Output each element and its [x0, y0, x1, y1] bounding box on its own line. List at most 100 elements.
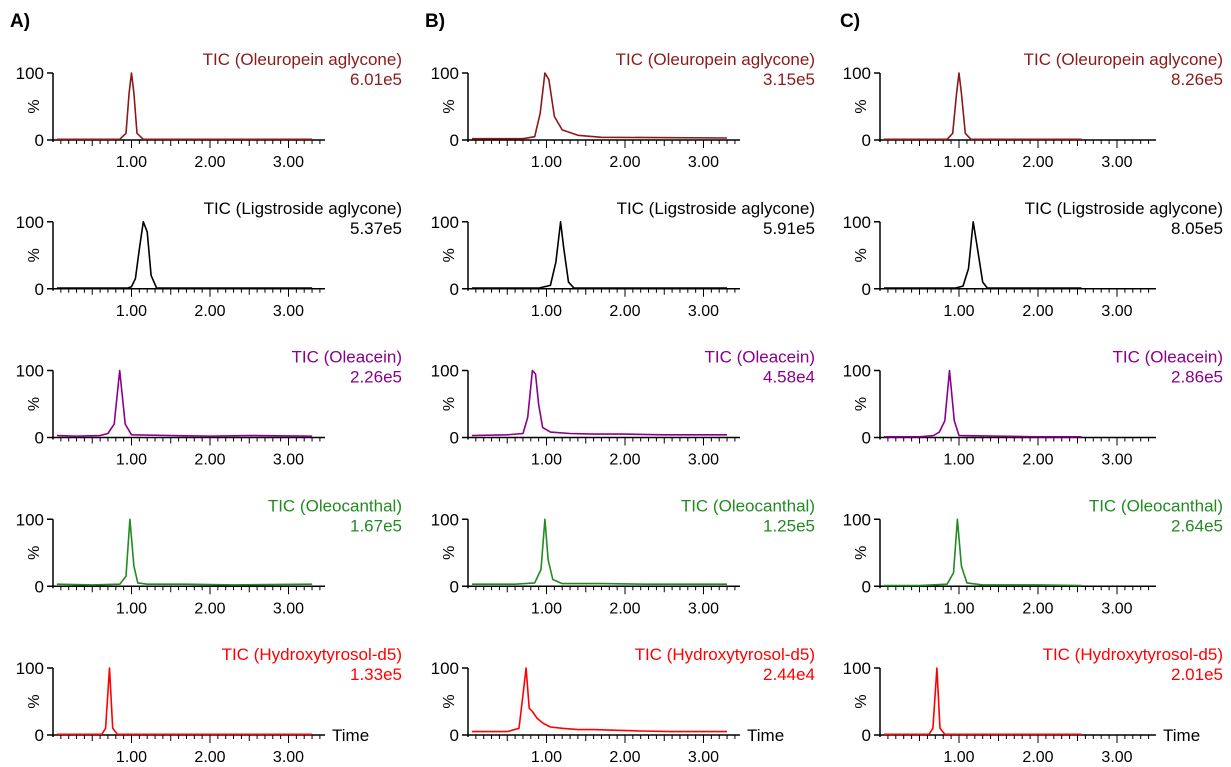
y-tick-label: 100 — [431, 64, 459, 83]
chromatogram-trace-line — [471, 518, 727, 585]
trace-intensity-scale: 2.86e5 — [1171, 368, 1223, 387]
x-tick-label: 1.00 — [531, 749, 562, 766]
y-tick-label: 0 — [450, 726, 459, 745]
x-tick-label: 2.00 — [1022, 600, 1053, 617]
trace-intensity-scale: 8.26e5 — [1171, 70, 1223, 89]
panel-label: B) — [425, 11, 445, 32]
y-axis-label: % — [26, 99, 43, 113]
trace-plot: TIC (Ligstroside aglycone)8.05e5 100 0% 1.0… — [843, 199, 1223, 320]
y-tick-label: 100 — [16, 362, 44, 381]
trace-plot: TIC (Oleuropein aglycone)3.15e5 100 0% 1.00… — [431, 50, 815, 171]
x-tick-label: 1.00 — [531, 600, 562, 617]
y-tick-label: 0 — [35, 577, 44, 596]
y-tick-label: 0 — [35, 280, 44, 299]
x-axis-label: Time — [1163, 726, 1200, 745]
x-tick-label: 1.00 — [531, 452, 562, 469]
x-tick-label: 3.00 — [688, 600, 719, 617]
trace-title: TIC (Hydroxytyrosol-d5) — [1043, 645, 1223, 664]
trace-title: TIC (Hydroxytyrosol-d5) — [222, 645, 402, 664]
x-tick-label: 3.00 — [1101, 600, 1132, 617]
y-tick-label: 0 — [862, 280, 871, 299]
x-tick-label: 1.00 — [531, 154, 562, 171]
trace-plot: TIC (Oleocanthal)1.25e5 100 0% 1.00 2.00 3.00 — [431, 496, 815, 617]
y-tick-label: 0 — [450, 429, 459, 448]
trace-intensity-scale: 5.91e5 — [763, 219, 815, 238]
x-tick-label: 1.00 — [943, 600, 974, 617]
y-tick-label: 0 — [862, 577, 871, 596]
trace-title: TIC (Oleacein) — [1112, 348, 1223, 367]
x-tick-label: 1.00 — [943, 303, 974, 320]
trace-title: TIC (Oleocanthal) — [681, 496, 815, 515]
x-tick-label: 2.00 — [194, 600, 225, 617]
y-tick-label: 100 — [431, 362, 459, 381]
y-tick-label: 0 — [862, 726, 871, 745]
x-tick-label: 1.00 — [943, 452, 974, 469]
trace-title: TIC (Oleocanthal) — [268, 496, 402, 515]
trace-title: TIC (Oleacein) — [291, 348, 402, 367]
x-tick-label: 2.00 — [194, 749, 225, 766]
x-tick-label: 3.00 — [688, 452, 719, 469]
y-axis-label: % — [853, 546, 870, 560]
trace-intensity-scale: 5.37e5 — [350, 219, 402, 238]
trace-intensity-scale: 3.15e5 — [763, 70, 815, 89]
y-axis-label: % — [441, 99, 458, 113]
chromatogram-trace-line — [56, 369, 313, 437]
y-axis-label: % — [26, 546, 43, 560]
chromatogram-trace-line — [56, 667, 313, 736]
x-axis-label: Time — [747, 726, 784, 745]
trace-intensity-scale: 1.25e5 — [763, 516, 815, 535]
y-axis-label: % — [853, 248, 870, 262]
y-axis-label: % — [441, 248, 458, 262]
x-tick-label: 2.00 — [1022, 154, 1053, 171]
y-axis-label: % — [853, 99, 870, 113]
x-tick-label: 3.00 — [688, 154, 719, 171]
trace-plot: TIC (Hydroxytyrosol-d5)1.33e5 100 0% 1.00 2.… — [16, 645, 402, 766]
panel-label: C) — [840, 11, 860, 32]
trace-plot: TIC (Oleacein)4.58e4 100 0% 1.00 2.00 3.00 — [431, 348, 815, 469]
x-tick-label: 2.00 — [194, 154, 225, 171]
x-tick-label: 2.00 — [1022, 749, 1053, 766]
chromatogram-trace-line — [884, 518, 1082, 587]
y-tick-label: 0 — [862, 131, 871, 150]
x-tick-label: 1.00 — [943, 749, 974, 766]
chromatogram-trace-line — [56, 72, 313, 141]
y-tick-label: 100 — [431, 510, 459, 529]
x-tick-label: 2.00 — [1022, 452, 1053, 469]
trace-title: TIC (Oleocanthal) — [1089, 496, 1223, 515]
y-tick-label: 100 — [843, 659, 871, 678]
y-tick-label: 100 — [16, 64, 44, 83]
trace-plot: TIC (Oleocanthal)1.67e5 100 0% 1.00 2.00 3.00 — [16, 496, 402, 617]
x-tick-label: 3.00 — [1101, 452, 1132, 469]
trace-plot: TIC (Ligstroside aglycone)5.91e5 100 0% 1.0… — [431, 199, 815, 320]
chromatogram-trace-line — [471, 72, 728, 140]
x-tick-label: 2.00 — [194, 303, 225, 320]
panel-1: B) TIC (Oleuropein aglycone)3.15e5 100 0% 1.… — [425, 11, 815, 766]
trace-intensity-scale: 2.26e5 — [350, 368, 402, 387]
chromatogram-trace-line — [884, 221, 1082, 289]
trace-plot: TIC (Oleuropein aglycone)6.01e5 100 0% 1.00… — [16, 50, 402, 171]
trace-intensity-scale: 2.44e4 — [763, 665, 815, 684]
y-tick-label: 100 — [431, 659, 459, 678]
trace-plot: TIC (Oleacein)2.86e5 100 0% 1.00 2.00 3.00 — [843, 348, 1223, 469]
panel-label: A) — [10, 11, 30, 32]
x-tick-label: 3.00 — [1101, 303, 1132, 320]
y-tick-label: 0 — [35, 726, 44, 745]
chromatogram-trace-line — [884, 369, 1082, 438]
y-tick-label: 100 — [843, 213, 871, 232]
trace-plot: TIC (Oleacein)2.26e5 100 0% 1.00 2.00 3.00 — [16, 348, 402, 469]
x-tick-label: 3.00 — [273, 600, 304, 617]
trace-title: TIC (Ligstroside aglycone) — [617, 199, 815, 218]
y-tick-label: 100 — [843, 64, 871, 83]
chromatogram-trace-line — [884, 667, 1082, 736]
chromatogram-trace-line — [56, 518, 313, 586]
y-axis-label: % — [853, 397, 870, 411]
y-tick-label: 100 — [431, 213, 459, 232]
y-tick-label: 0 — [450, 577, 459, 596]
chromatogram-trace-line — [471, 221, 727, 289]
trace-intensity-scale: 4.58e4 — [763, 368, 815, 387]
trace-title: TIC (Hydroxytyrosol-d5) — [635, 645, 815, 664]
x-tick-label: 3.00 — [688, 303, 719, 320]
trace-plot: TIC (Ligstroside aglycone)5.37e5 100 0% 1.0… — [16, 199, 402, 320]
trace-title: TIC (Oleuropein aglycone) — [203, 50, 402, 69]
trace-title: TIC (Ligstroside aglycone) — [204, 199, 402, 218]
